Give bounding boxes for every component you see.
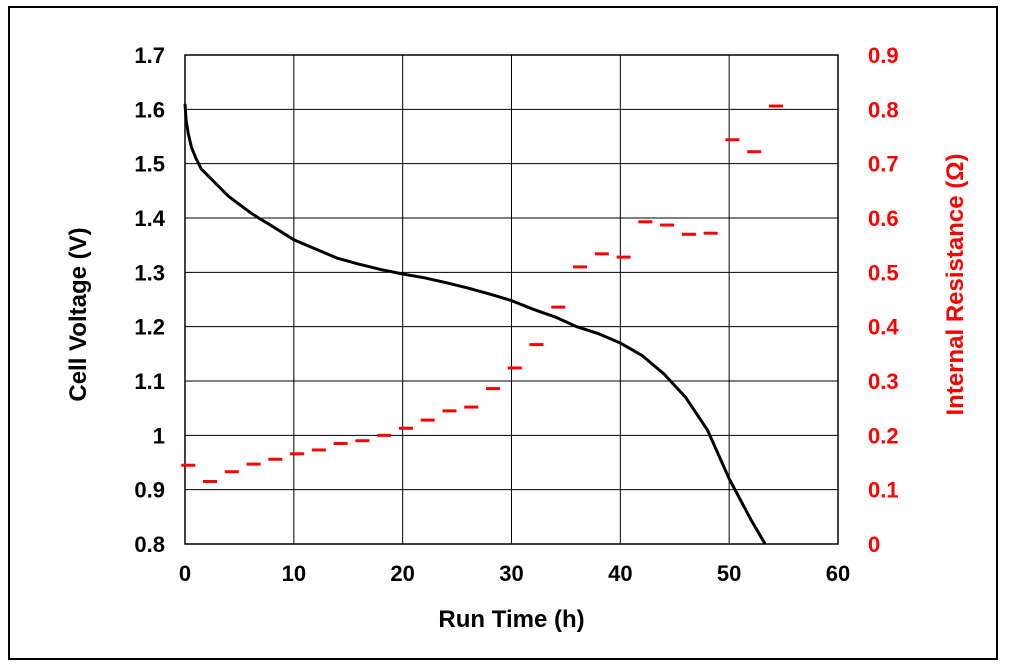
- y2-tick-label: 0.9: [868, 43, 899, 68]
- y-axis-title: Cell Voltage (V): [65, 227, 92, 401]
- y-tick-label: 1: [153, 423, 165, 448]
- x-tick-label: 40: [608, 561, 632, 586]
- y2-tick-label: 0.1: [868, 478, 899, 503]
- chart-frame: 0 10 20 30 40 50 60 0.8 0.9 1 1.1 1.2 1.3 1.4 1.5 1.6 1…: [8, 6, 998, 660]
- y2-tick-label: 0.3: [868, 369, 899, 394]
- y2-tick-label: 0.6: [868, 206, 899, 231]
- y2-tick-label: 0: [868, 532, 880, 557]
- y-tick-label: 1.1: [134, 369, 165, 394]
- y-tick-label: 1.4: [134, 206, 165, 231]
- y-tick-label: 0.8: [134, 532, 165, 557]
- x-tick-label: 50: [717, 561, 741, 586]
- y-tick-label: 0.9: [134, 478, 165, 503]
- y2-axis-title: Internal Resistance (Ω): [942, 154, 969, 416]
- plot-area: [184, 54, 839, 545]
- y-tick-label: 1.6: [134, 97, 165, 122]
- voltage-series: [183, 103, 767, 545]
- plot-border: [184, 54, 839, 545]
- voltage-line: [183, 103, 767, 545]
- x-axis-title: Run Time (h): [438, 606, 584, 633]
- x-tick-label: 10: [282, 561, 306, 586]
- y-tick-labels: 0.8 0.9 1 1.1 1.2 1.3 1.4 1.5 1.6 1.7: [134, 43, 165, 557]
- y2-tick-label: 0.4: [868, 315, 899, 340]
- y-tick-label: 1.7: [134, 43, 165, 68]
- y-tick-label: 1.3: [134, 260, 165, 285]
- resistance-series: [181, 104, 783, 484]
- x-tick-label: 30: [499, 561, 523, 586]
- x-tick-label: 20: [390, 561, 414, 586]
- chart-svg: 0 10 20 30 40 50 60 0.8 0.9 1 1.1 1.2 1.3 1.4 1.5 1.6 1…: [65, 43, 969, 633]
- x-tick-label: 0: [179, 561, 191, 586]
- y2-tick-label: 0.7: [868, 152, 899, 177]
- y2-tick-label: 0.2: [868, 423, 899, 448]
- y-tick-label: 1.2: [134, 315, 165, 340]
- x-tick-labels: 0 10 20 30 40 50 60: [179, 561, 850, 586]
- x-tick-label: 60: [826, 561, 850, 586]
- y2-tick-labels: 0 0.1 0.2 0.3 0.4 0.5 0.6 0.7 0.8 0.9: [868, 43, 899, 557]
- y2-tick-label: 0.8: [868, 97, 899, 122]
- y2-tick-label: 0.5: [868, 260, 899, 285]
- y-tick-label: 1.5: [134, 152, 165, 177]
